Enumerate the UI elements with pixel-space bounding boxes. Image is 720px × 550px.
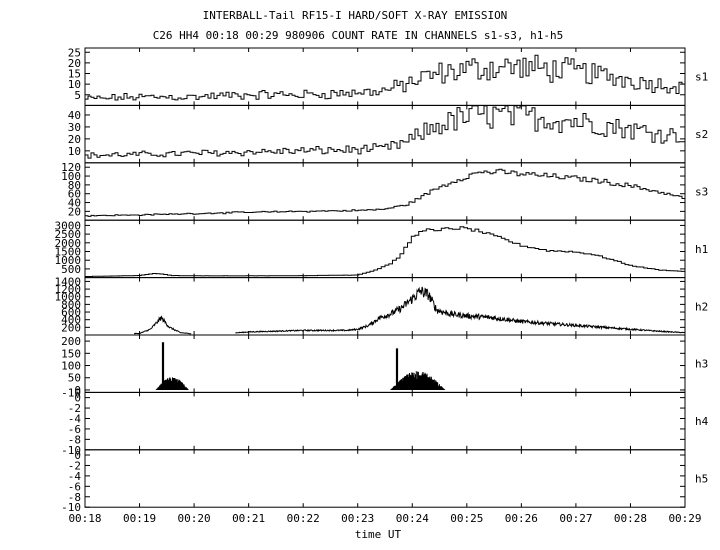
- x-tick-label: 00:23: [341, 512, 374, 525]
- y-tick-label-s1: 25: [68, 46, 81, 59]
- series-line-s1: [85, 54, 685, 101]
- y-tick-label-s2: 10: [68, 145, 81, 158]
- y-tick-label-h2: 1400: [55, 275, 82, 288]
- panel-frame-h5: [84, 449, 686, 508]
- y-tick-label-s1: 20: [68, 57, 81, 70]
- y-tick-label-s2: 20: [68, 133, 81, 146]
- x-tick-label: 00:24: [396, 512, 429, 525]
- y-tick-label-h2: 200: [61, 321, 81, 334]
- series-line-h2: [134, 286, 686, 335]
- panel-frame-h2: [84, 277, 686, 336]
- y-tick-label-h2: 1000: [55, 291, 82, 304]
- panel-frame-h4: [84, 391, 686, 451]
- y-tick-label-h1: 3000: [55, 219, 82, 232]
- y-tick-label-s3: 20: [68, 205, 81, 218]
- y-tick-label-h3: 100: [61, 360, 81, 373]
- y-tick-label-h5: -2: [68, 459, 81, 472]
- series-burst-h3-1: [390, 348, 446, 390]
- y-tick-label-s3: 40: [68, 197, 81, 210]
- y-tick-label-h3: -10: [61, 386, 81, 399]
- channel-label-h4: h4: [695, 415, 709, 428]
- y-tick-label-s3: 80: [68, 179, 81, 192]
- y-tick-label-s1: 10: [68, 78, 81, 91]
- y-tick-label-h5: -10: [61, 501, 81, 514]
- y-tick-label-h4: -10: [61, 444, 81, 457]
- x-tick-label: 00:26: [505, 512, 538, 525]
- y-tick-label-h4: -2: [68, 402, 81, 415]
- y-tick-label-s2: 40: [68, 109, 81, 122]
- y-tick-label-h3: 200: [61, 335, 81, 348]
- y-tick-label-h1: 1000: [55, 254, 82, 267]
- y-tick-label-h4: 0: [74, 392, 81, 405]
- y-tick-label-h5: -4: [68, 470, 82, 483]
- y-tick-label-h3: 150: [61, 347, 81, 360]
- y-tick-label-h1: 1500: [55, 246, 82, 259]
- x-axis-title: time UT: [355, 528, 402, 541]
- x-tick-label: 00:25: [450, 512, 483, 525]
- x-tick-label: 00:19: [123, 512, 156, 525]
- y-tick-label-s3: 100: [61, 170, 81, 183]
- chart-panels: 510152025s110203040s220406080100120s3500…: [55, 46, 709, 514]
- x-axis: 00:18 00:19 00:20 00:21 00:22 00:23 00:24 00:25…: [68, 512, 701, 525]
- x-tick-label: 00:20: [178, 512, 211, 525]
- y-tick-label-h5: 0: [74, 449, 81, 462]
- panel-h5: -10-8-6-4-20 h5: [61, 449, 708, 514]
- channel-label-h2: h2: [695, 300, 708, 313]
- y-tick-label-h2: 800: [61, 298, 81, 311]
- panel-h4: -10-8-6-4-20 h4: [61, 392, 708, 457]
- y-tick-label-h4: -8: [68, 433, 81, 446]
- series-line-s3: [85, 168, 685, 217]
- y-tick-label-h4: -6: [68, 423, 81, 436]
- series-burst-h3-0: [155, 342, 189, 390]
- chart-subtitle: C26 HH4 00:18 00:29 980906 COUNT RATE IN…: [153, 29, 564, 42]
- y-tick-label-h2: 1200: [55, 283, 82, 296]
- x-tick-label: 00:27: [559, 512, 592, 525]
- x-tick-label: 00:18: [68, 512, 101, 525]
- y-tick-label-h2: 600: [61, 306, 81, 319]
- x-tick-label: 00:29: [668, 512, 701, 525]
- channel-label-s1: s1: [695, 71, 708, 84]
- y-tick-label-s1: 15: [68, 68, 81, 81]
- y-tick-label-h5: -6: [68, 480, 81, 493]
- channel-label-s3: s3: [695, 186, 708, 199]
- y-tick-label-h1: 500: [61, 263, 81, 276]
- y-tick-label-h1: 2000: [55, 237, 82, 250]
- y-tick-label-h2: 400: [61, 314, 81, 327]
- channel-label-h5: h5: [695, 473, 708, 486]
- y-tick-label-s3: 60: [68, 188, 81, 201]
- channel-label-h3: h3: [695, 358, 708, 371]
- y-tick-label-s2: 30: [68, 121, 81, 134]
- series-line-h1: [85, 226, 685, 277]
- y-tick-label-h5: -8: [68, 491, 81, 504]
- panel-frame-h1: [84, 219, 686, 279]
- x-tick-label: 00:22: [287, 512, 320, 525]
- y-tick-label-s3: 120: [61, 161, 81, 174]
- channel-label-h1: h1: [695, 243, 708, 256]
- y-tick-label-h1: 2500: [55, 228, 82, 241]
- x-tick-label: 00:21: [232, 512, 265, 525]
- y-tick-label-h3: 0: [74, 384, 81, 397]
- y-tick-label-h3: 50: [68, 372, 81, 385]
- chart-title: INTERBALL-Tail RF15-I HARD/SOFT X-RAY EM…: [203, 9, 508, 22]
- series-line-s2: [85, 105, 685, 159]
- panel-frame-s3: [84, 162, 686, 221]
- y-tick-label-s1: 5: [74, 89, 81, 102]
- x-tick-label: 00:28: [614, 512, 647, 525]
- y-tick-label-h4: -4: [68, 412, 82, 425]
- channel-label-s2: s2: [695, 128, 708, 141]
